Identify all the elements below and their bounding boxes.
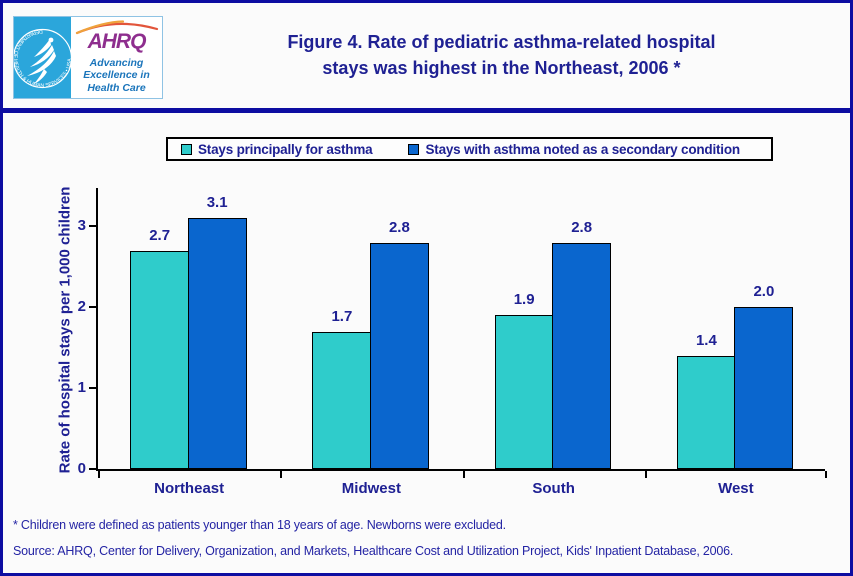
x-tick-mark <box>98 471 100 478</box>
header-divider <box>3 108 850 113</box>
data-label: 3.1 <box>206 194 228 212</box>
y-tick-label: 2 <box>77 298 86 316</box>
x-category-label: South <box>532 480 575 497</box>
bar-west-series2 <box>734 307 794 469</box>
x-tick-mark <box>644 471 647 478</box>
bar-northeast-series2 <box>187 218 247 469</box>
hhs-eagle-icon: DEPARTMENT OF HEALTH & HUMAN SERVICES • … <box>14 28 71 89</box>
y-tick-mark <box>89 225 96 228</box>
x-tick-mark <box>825 471 827 478</box>
figure-title: Figure 4. Rate of pediatric asthma-relat… <box>178 29 825 81</box>
figure-title-line2: stays was highest in the Northeast, 2006… <box>322 58 681 79</box>
data-label: 2.7 <box>149 226 171 244</box>
legend-item-secondary: Stays with asthma noted as a secondary c… <box>408 141 740 157</box>
x-tick-mark <box>280 471 283 478</box>
legend-label-principal: Stays principally for asthma <box>198 141 373 157</box>
bar-midwest-series1 <box>312 331 372 469</box>
x-category-label: Northeast <box>154 480 225 497</box>
y-tick-mark <box>89 468 96 470</box>
bar-midwest-series2 <box>369 242 429 469</box>
footnote-source: Source: AHRQ, Center for Delivery, Organ… <box>13 544 734 558</box>
y-tick-mark <box>89 306 96 309</box>
data-label: 2.8 <box>571 218 593 236</box>
ahrq-acronym: AHRQ <box>87 30 147 53</box>
legend-label-secondary: Stays with asthma noted as a secondary c… <box>425 141 740 157</box>
legend-item-principal: Stays principally for asthma <box>181 141 373 157</box>
ahrq-tagline-line1: Advancing <box>89 57 144 69</box>
y-tick-mark <box>89 387 96 390</box>
footnote-note: * Children were defined as patients youn… <box>13 518 506 532</box>
ahrq-logo-panel: AHRQ Advancing Excellence in Health Care <box>71 17 162 98</box>
x-category-label: West <box>718 480 754 497</box>
x-category-label: Midwest <box>341 480 401 497</box>
bar-south-series1 <box>494 315 554 469</box>
data-label: 2.0 <box>753 283 775 301</box>
x-tick-mark <box>462 471 465 478</box>
data-label: 1.7 <box>331 307 353 325</box>
ahrq-tagline: Advancing Excellence in Health Care <box>71 57 162 94</box>
legend-swatch-teal <box>181 143 192 155</box>
ahrq-swoosh-icon <box>75 20 159 35</box>
ahrq-hhs-logo: DEPARTMENT OF HEALTH & HUMAN SERVICES • … <box>13 16 163 99</box>
figure-title-line1: Figure 4. Rate of pediatric asthma-relat… <box>287 32 716 52</box>
y-tick-label: 1 <box>77 379 86 397</box>
bar-south-series2 <box>552 242 612 469</box>
ahrq-tagline-line2: Excellence in <box>83 69 150 82</box>
ahrq-tagline-line3: Health Care <box>87 81 146 94</box>
y-tick-label: 0 <box>77 460 86 477</box>
bar-northeast-series1 <box>130 250 190 469</box>
y-tick-label: 3 <box>77 217 86 235</box>
bar-west-series1 <box>676 355 736 469</box>
chart-legend: Stays principally for asthma Stays with … <box>166 137 773 161</box>
plot-area: 0 1 2 3 Northeast 2.7 3.1 Midwest 1.7 2.8 South 1.9… <box>78 188 827 497</box>
hhs-logo-panel: DEPARTMENT OF HEALTH & HUMAN SERVICES • … <box>14 17 71 98</box>
data-label: 1.9 <box>513 291 535 309</box>
data-label: 1.4 <box>695 331 717 349</box>
legend-swatch-blue <box>408 143 420 155</box>
data-label: 2.8 <box>388 218 410 236</box>
